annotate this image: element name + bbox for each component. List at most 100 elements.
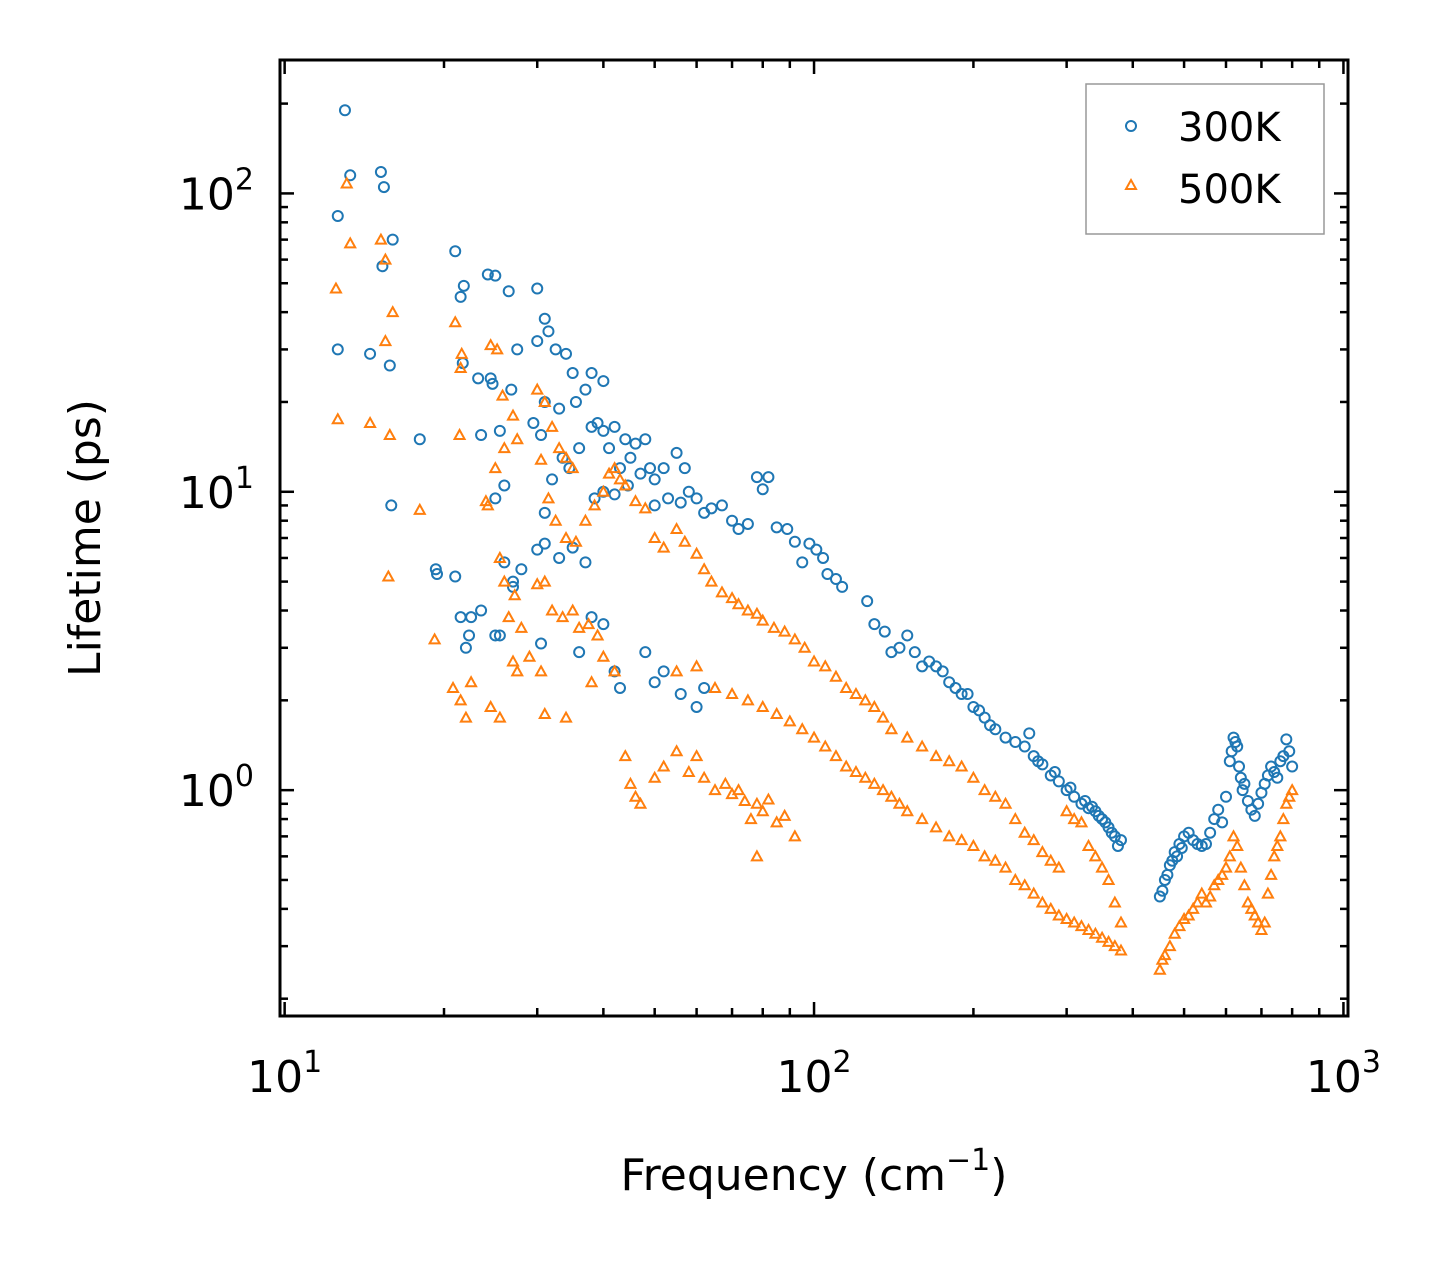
point-300k [1092,809,1105,822]
point-500k [613,472,627,485]
point-500k [1273,829,1288,842]
point-500k [448,315,462,328]
point-500k [777,808,792,821]
point-500k [565,461,580,474]
point-500k [464,675,478,688]
point-500k [876,783,890,796]
point-300k [538,312,551,325]
point-300k [1153,890,1166,903]
point-300k [1229,736,1242,749]
x-tick-base: 10 [1306,1052,1362,1103]
point-500k [538,394,552,407]
point-500k [795,722,809,735]
point-500k [378,334,393,347]
x-axis-label-suffix: ) [990,1150,1007,1201]
point-500k [1223,849,1237,862]
point-500k [545,603,559,616]
point-300k [331,343,344,356]
point-500k [538,706,552,719]
point-500k [1267,849,1281,862]
point-300k [732,523,745,536]
y-tick-base: 10 [179,169,235,220]
point-300k [1086,800,1099,813]
point-300k [597,424,610,437]
point-500k [788,829,802,842]
point-300k [538,506,551,519]
point-300k [538,537,551,550]
point-300k [1064,781,1077,794]
point-300k [690,492,703,505]
point-500k [453,360,468,373]
y-tick-exponent: 2 [235,162,254,197]
point-500k [915,812,929,825]
point-300k [648,676,661,689]
point-500k [572,620,586,633]
point-300k [502,285,515,298]
point-500k [867,699,882,712]
point-300k [493,629,506,642]
point-300k [1283,745,1296,758]
point-500k [378,252,393,265]
legend-marker-500k [1124,177,1138,190]
point-500k [427,632,442,645]
point-300k [463,629,476,642]
x-tick-base: 10 [247,1052,303,1103]
point-300k [1216,816,1229,829]
point-500k [497,574,512,587]
point-500k [538,574,552,587]
point-500k [1044,901,1058,914]
point-500k [1095,930,1109,943]
point-500k [508,588,522,601]
point-500k [849,686,863,700]
point-300k [861,595,874,608]
point-500k [1264,867,1278,880]
point-500k [966,770,981,783]
point-300k [644,462,657,475]
point-500k [555,610,570,623]
point-500k [669,744,684,757]
point-500k [741,603,755,616]
point-500k [1285,783,1299,796]
point-500k [783,714,797,727]
x-tick-exponent: 1 [303,1045,322,1080]
point-500k [569,534,583,547]
y-tick-label: 102 [179,162,254,220]
point-300k [585,611,598,624]
scatter-points [329,104,1299,975]
point-500k [797,640,812,653]
point-500k [602,466,616,479]
point-300k [585,420,598,433]
point-500k [915,739,929,752]
point-300k [1175,841,1188,854]
point-300k [955,688,968,701]
point-300k [978,711,991,724]
point-500k [522,649,537,662]
point-300k [629,437,642,450]
point-300k [535,428,548,441]
point-500k [1027,886,1041,899]
point-300k [893,641,906,654]
point-500k [1258,915,1272,928]
point-300k [413,433,426,446]
point-500k [647,770,662,783]
series-500k [329,176,1299,975]
point-500k [884,789,899,802]
point-300k [531,282,544,295]
point-300k [1220,790,1233,803]
point-500k [1008,872,1023,885]
point-500k [682,764,696,778]
point-500k [1158,948,1172,961]
point-500k [497,441,512,454]
point-500k [884,722,899,735]
point-300k [585,367,598,380]
point-500k [858,770,873,783]
y-tick-exponent: 0 [235,759,254,794]
point-500k [607,664,622,677]
point-500k [1163,939,1177,952]
point-500k [988,789,1003,802]
x-axis-label-text: Frequency (cm [621,1150,947,1201]
point-500k [548,513,563,526]
point-500k [495,388,510,401]
point-300k [344,169,357,182]
